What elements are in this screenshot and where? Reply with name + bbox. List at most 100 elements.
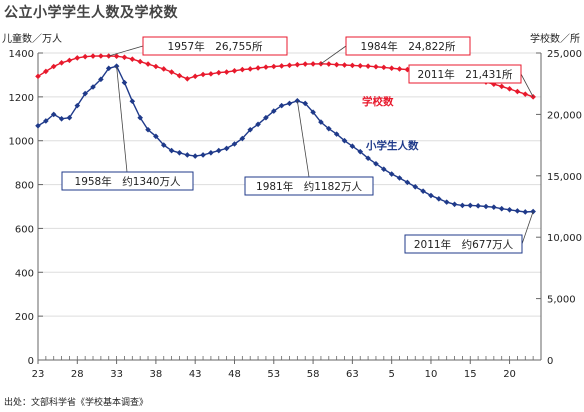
x-tick-label: 28 — [71, 369, 84, 380]
students-point — [404, 179, 411, 186]
schools-point — [263, 64, 269, 70]
students-point — [506, 206, 513, 213]
annotation-box — [345, 36, 471, 56]
students-point — [270, 108, 277, 114]
annotation-box — [408, 64, 522, 84]
students-point — [349, 143, 356, 149]
students-point — [90, 84, 96, 90]
schools-point — [223, 69, 230, 75]
students-point — [365, 155, 371, 162]
schools-point — [286, 62, 293, 69]
schools-point — [514, 88, 521, 95]
students-point — [105, 65, 112, 72]
y-right-tick-label: 5,000 — [547, 295, 576, 306]
x-tick-label: 23 — [32, 369, 45, 380]
schools-point — [278, 63, 285, 69]
students-point — [412, 183, 419, 190]
students-point — [263, 114, 269, 121]
x-tick-label: 10 — [425, 369, 438, 380]
students-point — [388, 171, 395, 177]
schools-point — [66, 57, 73, 64]
schools-point — [168, 69, 175, 75]
annotation-leader — [520, 73, 534, 98]
x-tick-label: 58 — [307, 369, 320, 380]
schools-point — [381, 64, 387, 71]
series-label: 小学生人数 — [365, 139, 419, 152]
x-tick-label: 48 — [228, 369, 241, 380]
y-right-tick-label: 25,000 — [547, 49, 582, 60]
schools-point — [121, 54, 128, 61]
students-point — [239, 135, 246, 142]
students-point — [310, 109, 316, 116]
students-point — [467, 202, 474, 209]
students-point — [223, 145, 230, 152]
schools-point — [43, 68, 49, 75]
students-point — [483, 203, 489, 210]
schools-point — [498, 83, 505, 90]
students-point — [121, 79, 128, 86]
students-point — [428, 192, 434, 199]
x-tick-label: 63 — [346, 369, 359, 380]
schools-point — [184, 75, 191, 82]
x-tick-label: 5 — [388, 369, 394, 380]
schools-point — [239, 66, 246, 73]
students-point — [436, 196, 442, 202]
annotation-label: 1984年 24,822所 — [361, 40, 456, 53]
y-left-tick-label: 800 — [15, 181, 34, 192]
students-point — [43, 118, 49, 124]
schools-point — [129, 56, 136, 62]
annotation-leader — [320, 45, 347, 65]
students-point — [66, 114, 73, 121]
y-right-tick-label: 20,000 — [547, 110, 582, 121]
schools-point — [396, 66, 403, 72]
schools-point — [522, 91, 529, 97]
schools-point — [255, 65, 261, 71]
annotation-leader — [116, 66, 128, 173]
students-point — [341, 137, 348, 144]
students-point — [35, 123, 41, 129]
x-tick-label: 15 — [464, 369, 477, 380]
source-note: 出处：文部科学省《学校基本调查》 — [4, 398, 149, 408]
schools-point — [325, 61, 332, 67]
left-axis-unit: 儿童数／万人 — [2, 34, 62, 45]
x-tick-label: 33 — [110, 369, 123, 380]
x-tick-label: 43 — [189, 369, 202, 380]
y-left-tick-label: 200 — [15, 312, 34, 323]
x-tick-label: 20 — [503, 369, 516, 380]
students-point — [443, 199, 450, 205]
students-point — [302, 100, 309, 107]
annotation-leader — [108, 45, 144, 57]
schools-point — [74, 55, 81, 61]
x-tick-label: 38 — [150, 369, 163, 380]
students-point — [255, 121, 261, 128]
annotation-label: 1957年 26,755所 — [168, 40, 263, 53]
students-point — [129, 98, 136, 105]
x-tick-label: 53 — [267, 369, 280, 380]
students-point — [333, 131, 340, 137]
students-point — [74, 102, 81, 109]
schools-point — [192, 73, 198, 80]
students-point — [381, 166, 387, 173]
schools-point — [349, 62, 356, 69]
annotation-label: 1981年 约1182万人 — [256, 180, 362, 193]
schools-point — [90, 53, 96, 59]
schools-point — [310, 61, 316, 67]
schools-point — [215, 69, 222, 76]
y-left-tick-label: 1400 — [9, 49, 34, 60]
students-point — [247, 126, 254, 133]
schools-point — [294, 61, 301, 68]
students-point — [153, 133, 159, 140]
students-point — [491, 204, 497, 210]
students-point — [286, 100, 293, 107]
y-left-tick-label: 1200 — [9, 93, 34, 104]
schools-point — [137, 58, 143, 65]
schools-point — [333, 61, 340, 68]
students-point — [208, 149, 214, 156]
students-point — [459, 202, 466, 209]
schools-point — [176, 72, 183, 79]
students-point — [137, 114, 143, 121]
schools-point — [160, 66, 167, 72]
students-point — [498, 205, 505, 212]
